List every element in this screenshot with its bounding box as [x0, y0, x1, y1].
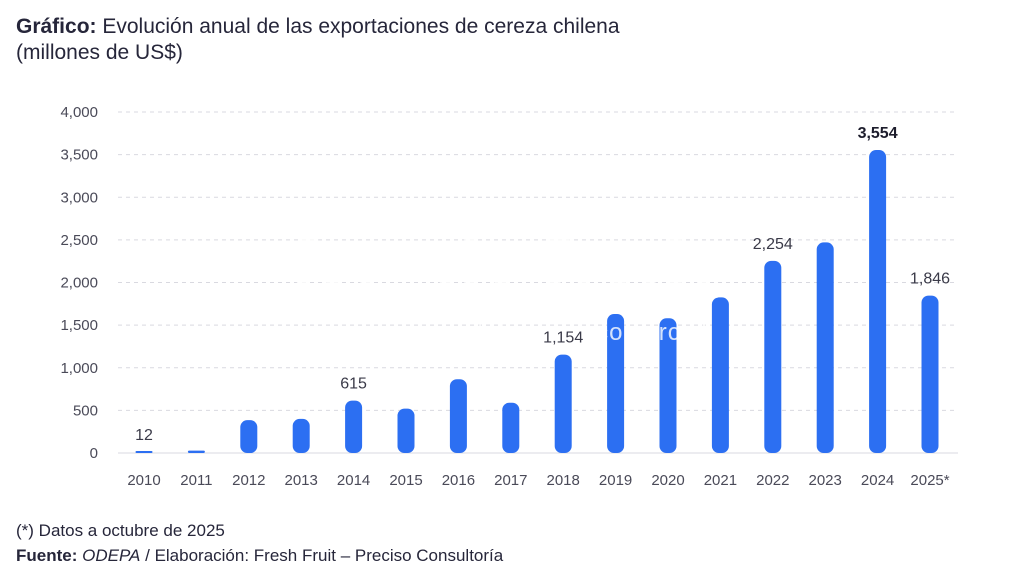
watermark-tagline: expertos en inteligencia comercial: [312, 319, 708, 346]
y-tick-label: 3,500: [60, 147, 98, 164]
bar-2020: [659, 318, 677, 453]
y-tick-label: 2,500: [60, 232, 98, 249]
source-credit: Elaboración: Fresh Fruit – Preciso Consu…: [154, 546, 504, 565]
data-label: 2,254: [753, 236, 793, 253]
y-tick-label: 0: [90, 445, 98, 462]
chart-footer: (*) Datos a octubre de 2025 Fuente: ODEP…: [16, 518, 503, 568]
bar-2024: [869, 150, 887, 454]
bar-2011: [187, 450, 205, 453]
x-tick-label: 2023: [809, 472, 842, 489]
y-tick-label: 3,000: [60, 189, 98, 206]
footnote: (*) Datos a octubre de 2025: [16, 521, 225, 540]
x-tick-label: 2020: [651, 472, 684, 489]
y-tick-label: 2,000: [60, 275, 98, 292]
data-label: 1,846: [910, 271, 950, 288]
bar-2017: [502, 402, 520, 453]
y-tick-label: 4,000: [60, 104, 98, 121]
x-tick-label: 2022: [756, 472, 789, 489]
x-tick-label: 2014: [337, 472, 370, 489]
chart-title-text: Evolución anual de las exportaciones de …: [96, 15, 620, 38]
x-tick-label: 2025*: [910, 472, 949, 489]
x-axis-ticks: 2010 2011 2012 2013 2014 2015 2016 2017 2018 2019…: [127, 472, 949, 489]
watermark-brand: fresh fruit: [289, 218, 722, 317]
data-label: 3,554: [858, 125, 898, 142]
bar-2013: [292, 418, 310, 453]
x-tick-label: 2024: [861, 472, 894, 489]
source-label: Fuente:: [16, 546, 78, 565]
source-name: ODEPA: [82, 546, 141, 565]
watermark: fresh fruit expertos en inteligencia com…: [289, 218, 722, 346]
bars: [135, 150, 939, 454]
data-label: 615: [340, 376, 367, 393]
y-tick-label: 1,000: [60, 360, 98, 377]
bar-2018: [554, 354, 572, 453]
source-line: Fuente: ODEPA / Elaboración: Fresh Fruit…: [16, 543, 503, 568]
chart-title: Gráfico: Evolución anual de las exportac…: [16, 14, 620, 40]
y-tick-label: 1,500: [60, 317, 98, 334]
bar-2015: [397, 408, 415, 453]
bar-2019: [607, 314, 625, 453]
bar-2010: [135, 451, 153, 453]
x-tick-label: 2015: [389, 472, 422, 489]
bar-2021: [711, 297, 729, 453]
bar-chart: fresh fruit expertos en inteligencia com…: [60, 104, 958, 489]
x-tick-label: 2017: [494, 472, 527, 489]
x-tick-label: 2011: [180, 472, 212, 489]
y-tick-label: 500: [73, 402, 98, 419]
y-axis-ticks: 0 500 1,000 1,500 2,000 2,500 3,000 3,500 4,000: [60, 104, 98, 462]
data-label: 12: [135, 427, 153, 444]
bar-2022: [764, 260, 782, 453]
bar-2014: [345, 400, 363, 453]
x-tick-label: 2021: [704, 472, 737, 489]
x-tick-label: 2013: [285, 472, 318, 489]
data-labels: 12 615 1,154 2,254 3,554 1,846: [135, 125, 950, 444]
x-tick-label: 2018: [547, 472, 580, 489]
x-tick-label: 2012: [232, 472, 265, 489]
chart-header: Gráfico: Evolución anual de las exportac…: [16, 14, 620, 66]
bar-2016: [449, 379, 467, 453]
bar-2025*: [921, 295, 939, 453]
chart-title-prefix: Gráfico:: [16, 15, 97, 38]
x-tick-label: 2016: [442, 472, 475, 489]
x-tick-label: 2010: [127, 472, 160, 489]
x-tick-label: 2019: [599, 472, 632, 489]
data-label: 1,154: [543, 330, 583, 347]
bar-2023: [816, 242, 834, 453]
source-separator: /: [140, 546, 155, 565]
chart-subtitle: (millones de US$): [16, 41, 183, 64]
bar-2012: [240, 420, 258, 453]
